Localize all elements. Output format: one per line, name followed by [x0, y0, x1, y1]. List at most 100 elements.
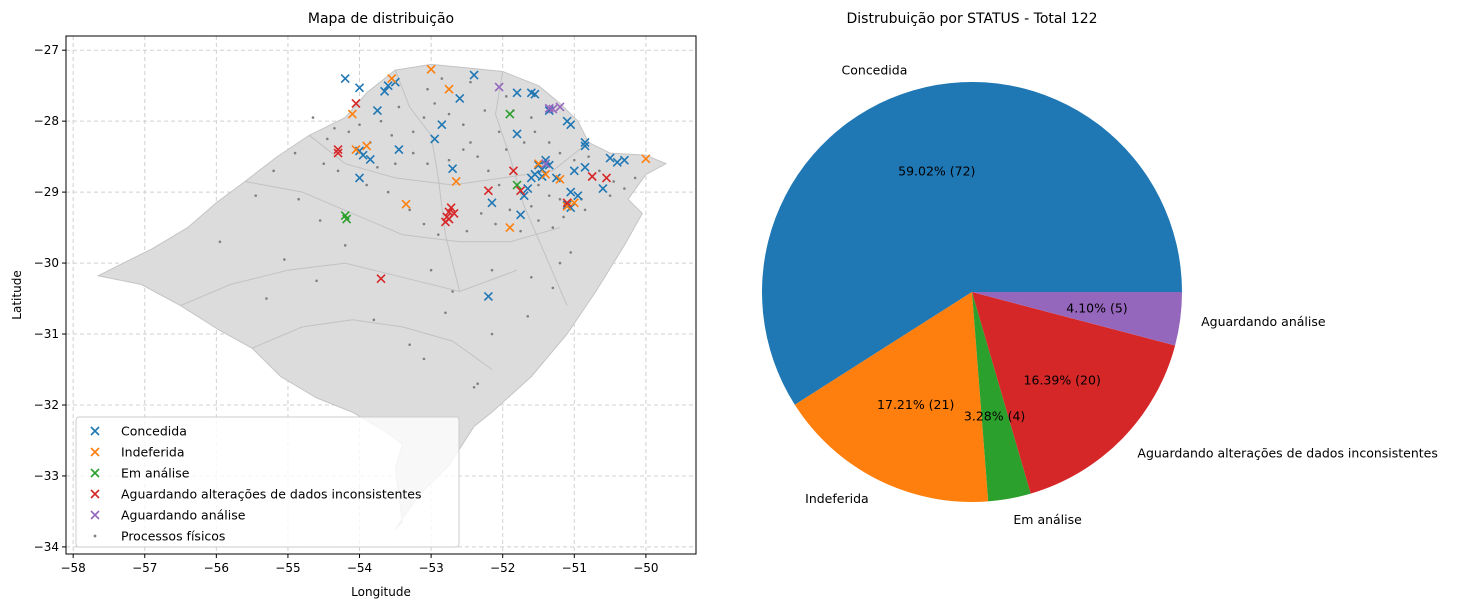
- scatter-point: [516, 186, 526, 196]
- scatter-point: [483, 186, 493, 196]
- legend-marker: [90, 447, 100, 457]
- pie-slice: [972, 292, 1176, 494]
- scatter-point: [512, 129, 522, 139]
- scatter-point: [598, 183, 608, 194]
- legend-label: Concedida: [121, 424, 187, 439]
- scatter-point: [354, 173, 365, 183]
- scatter-point: [426, 64, 436, 74]
- physical-process-point: [497, 183, 501, 187]
- physical-process-point: [408, 208, 411, 212]
- scatter-point: [380, 86, 390, 96]
- scatter-point: [505, 223, 515, 233]
- scatter-point: [394, 144, 404, 155]
- physical-process-point: [433, 102, 436, 105]
- scatter-point: [612, 157, 622, 167]
- scatter-point: [333, 144, 343, 155]
- physical-process-point: [490, 268, 494, 272]
- physical-process-point: [315, 279, 318, 283]
- scatter-point: [530, 89, 540, 99]
- pie-slice: [972, 292, 1182, 346]
- physical-process-point: [422, 116, 426, 119]
- physical-process-point: [379, 119, 383, 123]
- y-tick-label: −33: [34, 469, 59, 483]
- physical-process-point: [530, 205, 533, 208]
- physical-process-point: [336, 169, 340, 173]
- scatter-point: [444, 214, 454, 224]
- pie-slice: [761, 81, 1182, 405]
- scatter-point: [446, 203, 456, 213]
- physical-process-point: [408, 343, 411, 346]
- physical-process-point: [347, 130, 351, 134]
- pie-percent-label: 4.10% (5): [1066, 301, 1127, 316]
- scatter-point: [387, 74, 397, 84]
- scatter-point: [587, 171, 597, 182]
- physical-process-point: [372, 318, 376, 322]
- scatter-point: [376, 274, 386, 284]
- physical-process-point: [558, 261, 562, 265]
- scatter-point: [541, 169, 551, 179]
- map-x-ticks: −58 −57 −56 −55 −54 −53 −52 −51 −50: [60, 554, 659, 575]
- region-border-3: [394, 69, 461, 292]
- pie-slice: [972, 292, 1031, 502]
- scatter-point: [505, 109, 515, 119]
- physical-process-point: [612, 180, 615, 183]
- physical-process-point: [376, 165, 379, 169]
- physical-process-point: [572, 158, 576, 162]
- physical-process-point: [283, 258, 286, 261]
- physical-process-point: [422, 357, 426, 361]
- scatter-point: [494, 82, 504, 92]
- region-border-5: [251, 319, 493, 370]
- physical-process-point: [318, 219, 322, 222]
- scatter-point: [451, 176, 461, 187]
- map-legend: Concedida Indeferida Em análise Aguardando …: [75, 416, 460, 548]
- scatter-point: [533, 160, 544, 170]
- pie-percent-label: 16.39% (20): [1024, 372, 1101, 387]
- physical-process-point: [311, 116, 315, 119]
- scatter-point: [569, 166, 579, 176]
- scatter-point: [516, 210, 526, 220]
- scatter-point: [555, 174, 565, 184]
- physical-process-point: [530, 275, 533, 279]
- physical-process-point: [462, 148, 465, 151]
- pie-slice: [794, 292, 989, 502]
- scatter-point: [365, 154, 375, 165]
- physical-process-point: [583, 208, 587, 212]
- scatter-point: [519, 191, 529, 201]
- physical-process-point: [465, 229, 469, 233]
- pie-percent-label: 59.02% (72): [898, 164, 975, 179]
- scatter-point: [347, 109, 357, 119]
- physical-process-point: [358, 123, 361, 126]
- x-tick-label: −57: [132, 561, 157, 575]
- physical-process-point: [447, 158, 451, 162]
- physical-process-point: [440, 77, 444, 80]
- scatter-point: [533, 159, 544, 169]
- legend-label: Aguardando análise: [121, 508, 246, 523]
- physical-process-point: [537, 183, 540, 187]
- scatter-point: [342, 214, 352, 224]
- scatter-point: [351, 98, 361, 108]
- scatter-point: [562, 201, 572, 211]
- physical-process-point: [533, 130, 537, 134]
- physical-process-point: [623, 187, 626, 190]
- physical-process-point: [429, 268, 433, 272]
- scatter-point: [512, 180, 522, 190]
- scatter-point: [526, 173, 536, 183]
- pie-chart: Distrubuição por STATUS - Total 122 59.0…: [761, 11, 1438, 527]
- scatter-point: [358, 150, 368, 160]
- x-tick-label: −50: [633, 561, 658, 575]
- scatter-point: [541, 155, 551, 165]
- physical-process-point: [569, 251, 573, 254]
- physical-process-point: [426, 162, 429, 166]
- physical-process-point: [469, 80, 472, 84]
- physical-process-point: [469, 141, 472, 144]
- physical-process-point: [422, 222, 426, 226]
- physical-process-point: [272, 169, 275, 173]
- y-tick-label: −34: [34, 540, 59, 554]
- scatter-point: [569, 198, 579, 208]
- physical-process-point: [558, 197, 562, 201]
- scatter-point: [354, 83, 365, 93]
- physical-process-point: [397, 105, 401, 109]
- scatter-point: [573, 191, 583, 201]
- pie-title: Distrubuição por STATUS - Total 122: [846, 11, 1097, 27]
- physical-process-point: [218, 240, 222, 244]
